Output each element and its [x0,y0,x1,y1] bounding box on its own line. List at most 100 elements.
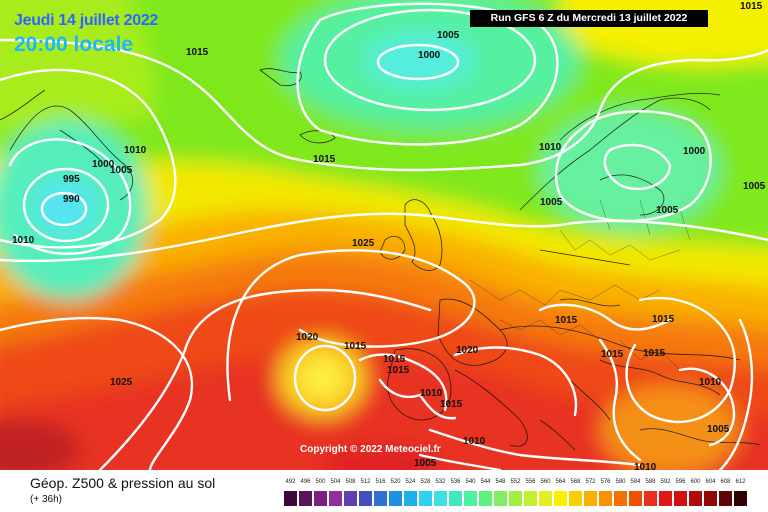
scale-swatch [479,491,492,506]
isobar-label: 995 [63,174,80,185]
scale-tick-label: 508 [345,479,356,485]
isobar-label: 1005 [656,205,679,216]
scale-tick-label: 568 [570,479,581,485]
scale-swatch [554,491,567,506]
scale-swatch [419,491,432,506]
scale-tick-label: 596 [675,479,686,485]
scale-swatch [434,491,447,506]
isobar-label: 1005 [414,458,437,469]
scale-tick-label: 540 [465,479,476,485]
scale-swatch [449,491,462,506]
scale-tick-label: 492 [285,479,296,485]
isobar-label: 1010 [124,145,147,156]
isobar-label: 990 [63,194,80,205]
color-scale: 492 496 500 504 508 512 516 520 524 528 532 536 540 5… [284,479,750,509]
scale-tick-label: 512 [360,479,371,485]
scale-tick-label: 500 [315,479,326,485]
legend-subtitle: (+ 36h) [30,494,62,505]
scale-swatch [644,491,657,506]
scale-swatch [674,491,687,506]
scale-tick-label: 560 [540,479,551,485]
isobar-label: 1025 [110,377,133,388]
isobar-label: 1005 [110,165,133,176]
scale-swatch [689,491,702,506]
scale-tick-label: 544 [480,479,491,485]
scale-swatch [344,491,357,506]
scale-swatch [734,491,747,506]
isobar-label: 1015 [555,315,578,326]
isobar-label: 1010 [699,377,722,388]
scale-swatch [524,491,537,506]
scale-tick-label: 608 [720,479,731,485]
scale-swatch [464,491,477,506]
scale-swatch [404,491,417,506]
isobar-label: 1005 [437,30,460,41]
scale-tick-label: 504 [330,479,341,485]
scale-swatch [494,491,507,506]
isobar-label: 1015 [344,341,367,352]
isobar-label: 1020 [456,345,479,356]
isobars [0,2,768,470]
scale-swatch [569,491,582,506]
scale-tick-label: 604 [705,479,716,485]
scale-swatch [389,491,402,506]
legend-title: Géop. Z500 & pression au sol [30,475,216,491]
isobar-label: 1010 [634,462,657,470]
isobar-label: 1010 [12,235,35,246]
geopotential-map: 1015 1005 1000 1010 1005 1000 995 990 10… [0,0,768,470]
scale-tick-label: 548 [495,479,506,485]
scale-swatch [284,491,297,506]
scale-tick-label: 576 [600,479,611,485]
scale-swatch [719,491,732,506]
scale-tick-label: 532 [435,479,446,485]
scale-tick-label: 564 [555,479,566,485]
isobar-label: 1005 [540,197,563,208]
scale-tick-label: 528 [420,479,431,485]
scale-tick-label: 496 [300,479,311,485]
scale-tick-label: 580 [615,479,626,485]
isobar-label: 1010 [463,436,486,447]
isobar-label: 1000 [683,146,706,157]
scale-swatch [629,491,642,506]
isobar-labels: 1015 1005 1000 1010 1005 1000 995 990 10… [12,1,766,470]
scale-swatch [659,491,672,506]
scale-tick-label: 584 [630,479,641,485]
isobar-label: 1010 [420,388,443,399]
scale-swatch [314,491,327,506]
isobar-label: 1025 [352,238,375,249]
isobar-label: 1015 [652,314,675,325]
isobar-label: 1020 [296,332,319,343]
scale-swatch [509,491,522,506]
scale-tick-label: 600 [690,479,701,485]
scale-tick-label: 572 [585,479,596,485]
isobar-label: 1015 [313,154,336,165]
isobar-label: 1015 [387,365,410,376]
scale-tick-label: 592 [660,479,671,485]
isobar-label: 1005 [743,181,766,192]
scale-tick-label: 524 [405,479,416,485]
isobar-label: 1015 [601,349,624,360]
isobar-label: 1015 [383,354,406,365]
isobar-label: 1015 [643,348,666,359]
scale-tick-label: 552 [510,479,521,485]
isobar-label: 1015 [440,399,463,410]
scale-swatch [374,491,387,506]
copyright-notice: Copyright © 2022 Meteociel.fr [300,444,441,455]
scale-tick-label: 516 [375,479,386,485]
coastlines [0,68,761,451]
forecast-date: Jeudi 14 juillet 2022 [14,12,158,29]
scale-tick-label: 536 [450,479,461,485]
isobar-label: 1005 [707,424,730,435]
scale-swatch [584,491,597,506]
scale-swatch [299,491,312,506]
isobar-label: 1015 [186,47,209,58]
model-run-info: Run GFS 6 Z du Mercredi 13 juillet 2022 [470,10,708,27]
isobar-label: 1010 [539,142,562,153]
isobar-label: 1000 [418,50,441,61]
scale-tick-label: 612 [735,479,746,485]
scale-swatch [539,491,552,506]
forecast-time: 20:00 locale [14,33,134,56]
scale-swatch [599,491,612,506]
scale-swatch [359,491,372,506]
